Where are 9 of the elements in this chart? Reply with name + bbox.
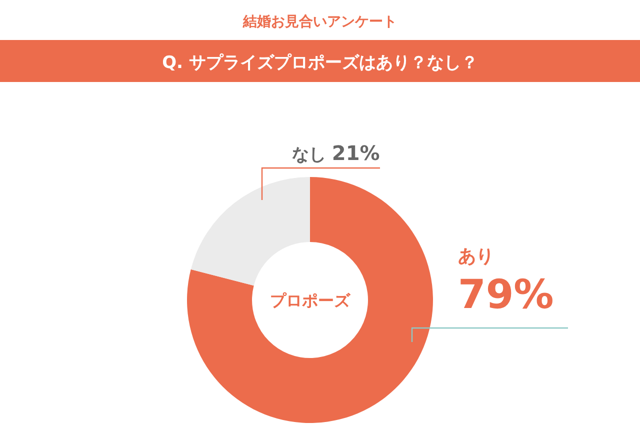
data-label: 79% bbox=[458, 272, 554, 318]
slice-label: なし bbox=[292, 145, 332, 165]
donut-slice bbox=[187, 177, 433, 423]
data-label: 21% bbox=[332, 141, 380, 165]
slice-label: あり bbox=[458, 246, 494, 267]
chart-subtitle: Q. サプライズプロポーズはあり？なし？ bbox=[162, 53, 478, 73]
text: プロポーズ bbox=[270, 291, 351, 310]
donut-slice bbox=[190, 177, 310, 286]
chart-title: 結婚お見合いアンケート bbox=[242, 14, 397, 30]
